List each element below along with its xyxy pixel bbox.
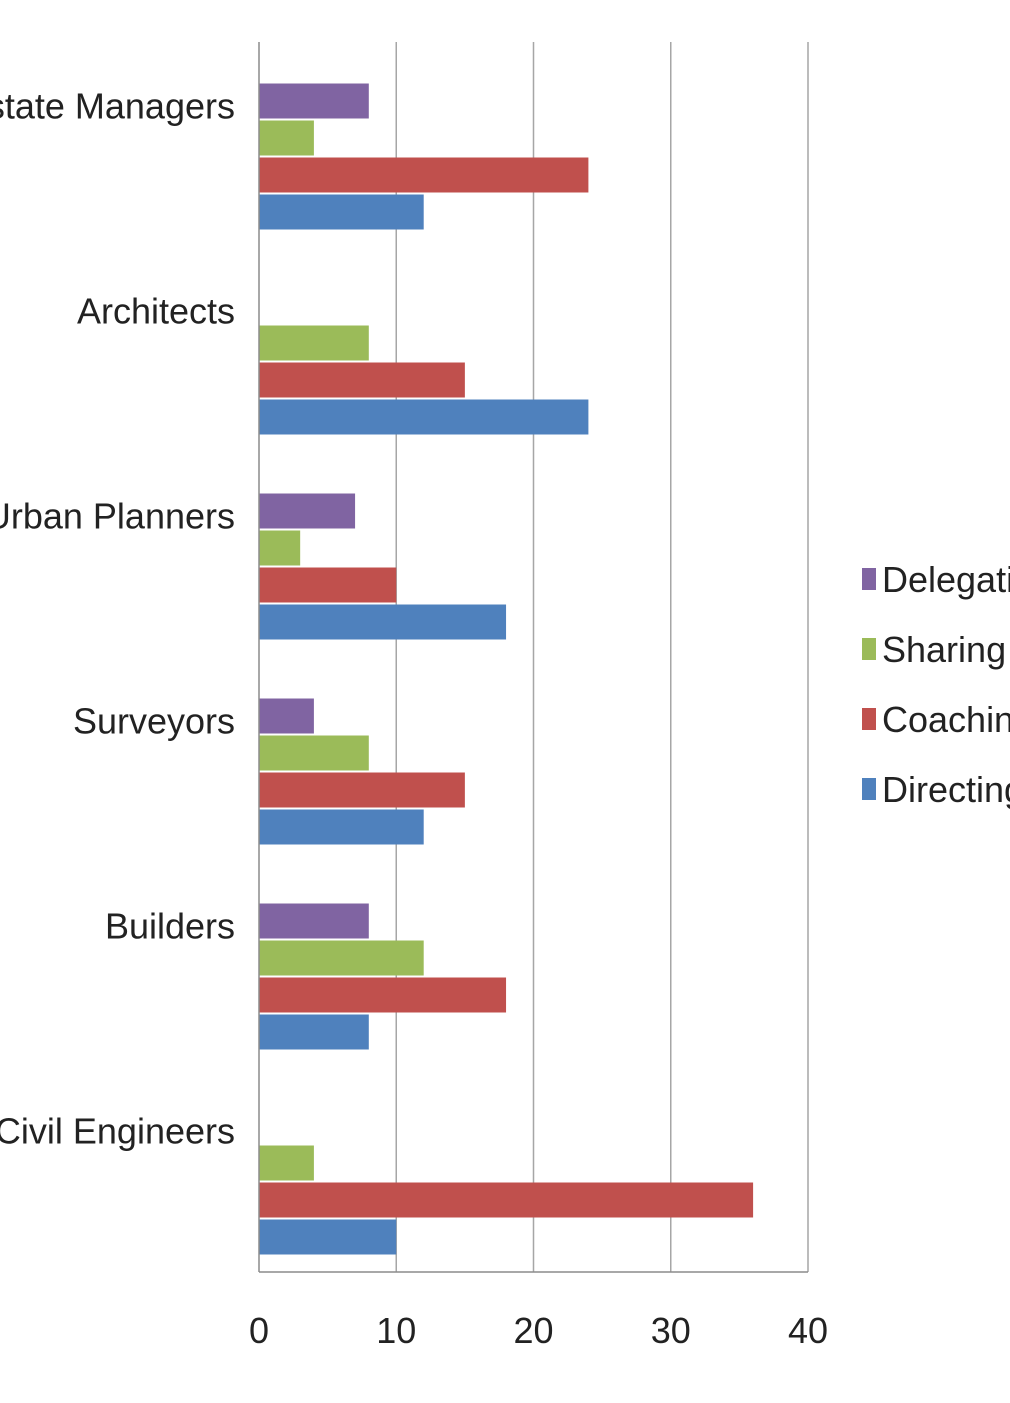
bar-sharing-estate-managers <box>259 120 314 156</box>
bar-coaching-urban-planners <box>259 567 397 603</box>
bar-sharing-surveyors <box>259 735 369 771</box>
bar-delegating-estate-managers <box>259 83 369 119</box>
bar-directing-civil-engineers <box>259 1219 397 1255</box>
x-tick-label-0: 0 <box>249 1310 269 1351</box>
bar-directing-urban-planners <box>259 604 507 640</box>
bar-sharing-builders <box>259 940 424 976</box>
x-tick-label-10: 10 <box>376 1310 416 1351</box>
legend-item-coaching: Coaching <box>862 699 1010 740</box>
legend-swatch-delegating <box>862 568 876 590</box>
bar-sharing-civil-engineers <box>259 1145 314 1181</box>
bar-delegating-urban-planners <box>259 493 356 529</box>
legend-label-directing: Directing <box>882 769 1010 810</box>
bar-directing-estate-managers <box>259 194 424 230</box>
bar-directing-surveyors <box>259 809 424 845</box>
legend-swatch-sharing <box>862 638 876 660</box>
legend-swatch-coaching <box>862 708 876 730</box>
category-label-civil-engineers: Civil Engineers <box>0 1111 235 1152</box>
axes <box>258 42 808 1273</box>
legend-item-sharing: Sharing <box>862 629 1006 670</box>
legend-item-delegating: Delegating <box>862 559 1010 600</box>
bar-coaching-surveyors <box>259 772 465 808</box>
category-label-estate-managers: Estate Managers <box>0 86 235 127</box>
bar-coaching-estate-managers <box>259 157 589 193</box>
legend-label-delegating: Delegating <box>882 559 1010 600</box>
category-label-surveyors: Surveyors <box>73 701 235 742</box>
bar-directing-builders <box>259 1014 369 1050</box>
legend-label-coaching: Coaching <box>882 699 1010 740</box>
bar-directing-architects <box>259 399 589 435</box>
legend-item-directing: Directing <box>862 769 1010 810</box>
x-tick-label-30: 30 <box>651 1310 691 1351</box>
x-tick-label-20: 20 <box>513 1310 553 1351</box>
x-tick-label-40: 40 <box>788 1310 828 1351</box>
bar-delegating-builders <box>259 903 369 939</box>
legend-swatch-directing <box>862 778 876 800</box>
bar-sharing-urban-planners <box>259 530 301 566</box>
gridlines <box>395 42 809 1272</box>
legend: Delegating Sharing Coaching Directing <box>862 559 1010 810</box>
bar-delegating-surveyors <box>259 698 314 734</box>
bar-sharing-architects <box>259 325 369 361</box>
category-label-architects: Architects <box>77 291 235 332</box>
category-labels: Civil Engineers Builders Surveyors Urban Pl… <box>0 86 235 1152</box>
category-label-urban-planners: Urban Planners <box>0 496 235 537</box>
category-label-builders: Builders <box>105 906 235 947</box>
bar-coaching-builders <box>259 977 507 1013</box>
bars <box>259 83 754 1255</box>
legend-label-sharing: Sharing <box>882 629 1006 670</box>
bar-coaching-architects <box>259 362 465 398</box>
x-tick-labels: 0 10 20 30 40 <box>249 1310 828 1351</box>
bar-coaching-civil-engineers <box>259 1182 754 1218</box>
